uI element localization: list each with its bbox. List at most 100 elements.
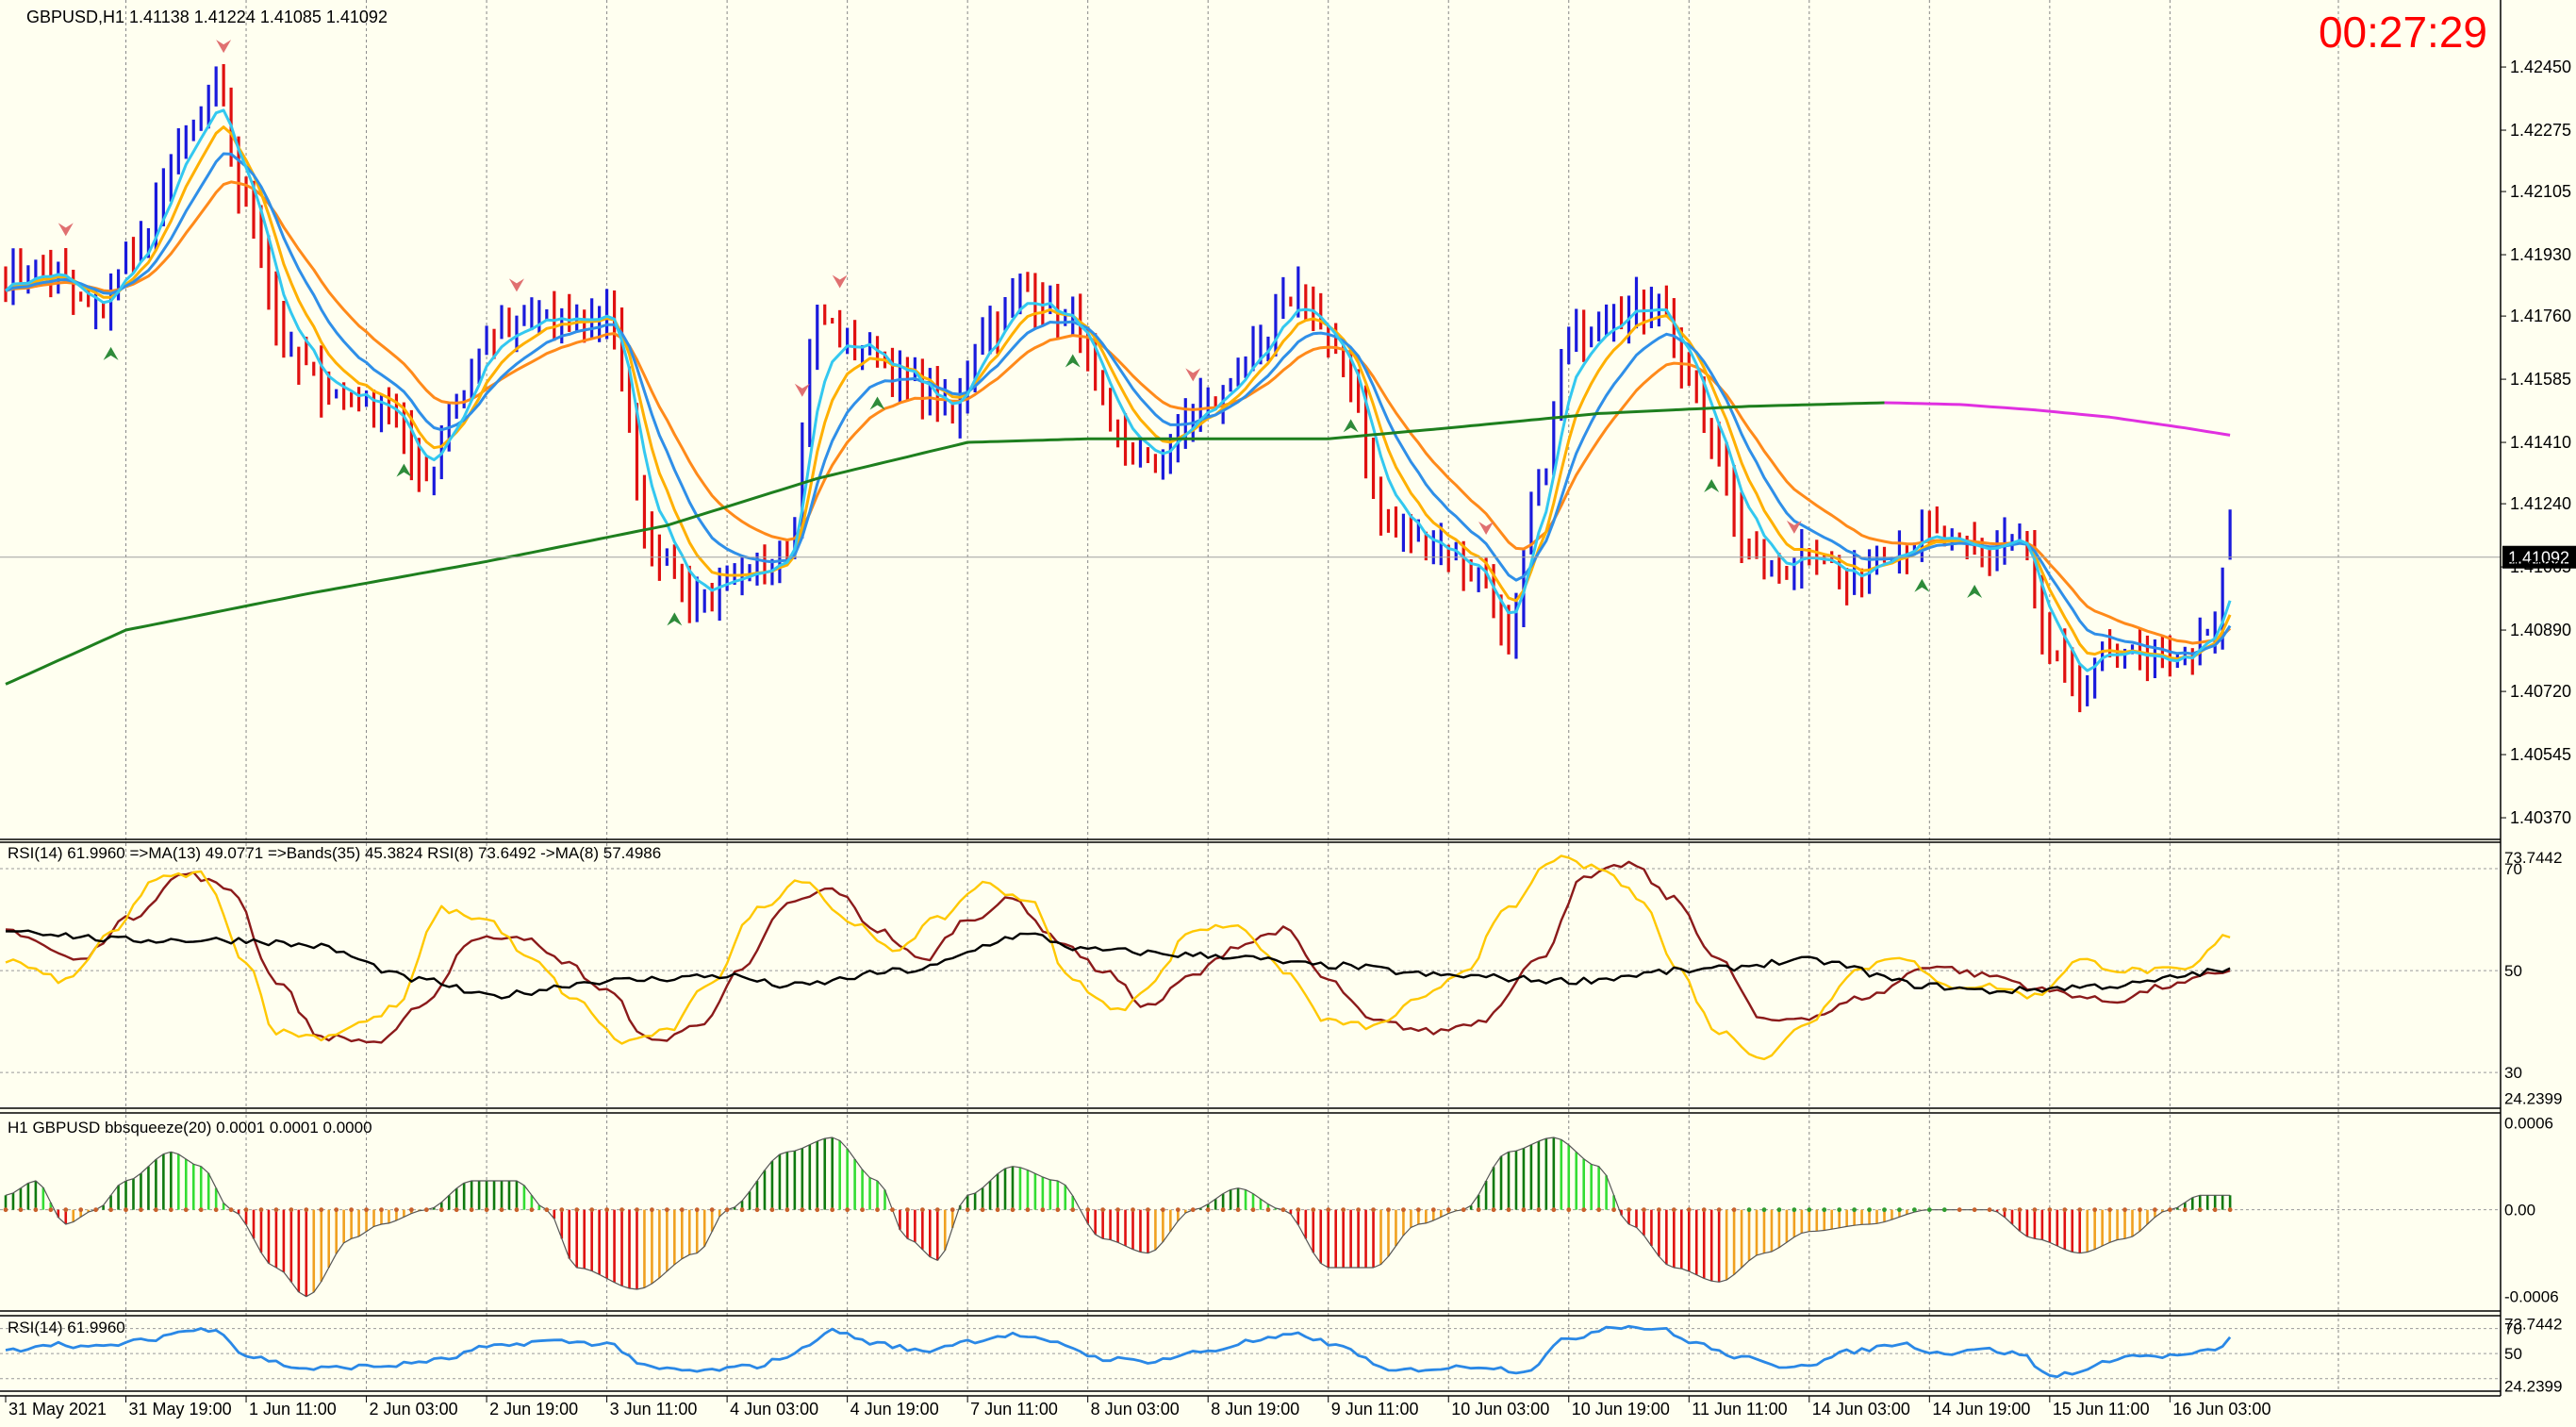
- squeeze-dot: [1220, 1207, 1226, 1213]
- squeeze-dot: [949, 1207, 955, 1213]
- price-tick-label: 1.41065: [2510, 557, 2571, 576]
- squeeze-dot: [154, 1207, 158, 1213]
- squeeze-dot: [1160, 1207, 1165, 1213]
- time-tick-label: 8 Jun 03:00: [1091, 1400, 1180, 1419]
- rsi-tick-label: 30: [2504, 1064, 2522, 1082]
- squeeze-dot: [78, 1207, 84, 1213]
- squeeze-dot: [1445, 1207, 1451, 1213]
- time-tick-label: 7 Jun 11:00: [970, 1400, 1058, 1419]
- time-tick-label: 3 Jun 11:00: [610, 1400, 698, 1419]
- squeeze-dot: [1671, 1207, 1676, 1213]
- grid: [0, 0, 2501, 1391]
- rsi-small-tick-label: 73.7442: [2504, 1316, 2562, 1334]
- squeeze-dot: [1476, 1207, 1481, 1213]
- price-tick-label: 1.40545: [2510, 745, 2571, 764]
- squeeze-dot: [1776, 1207, 1782, 1213]
- time-tick-label: 4 Jun 19:00: [850, 1400, 939, 1419]
- squeeze-dot: [980, 1207, 985, 1213]
- rsi-small-panel[interactable]: [5, 1324, 2232, 1379]
- rsi-panel-title: RSI(14) 61.9960 =>MA(13) 49.0771 =>Bands…: [8, 844, 661, 862]
- buy-arrow-icon[interactable]: [667, 612, 683, 626]
- squeeze-dot: [1491, 1207, 1496, 1213]
- bar-timer: 00:27:29: [2319, 8, 2487, 57]
- price-tick-label: 1.42275: [2510, 121, 2571, 140]
- buy-arrow-icon[interactable]: [869, 396, 885, 410]
- squeeze-dot: [679, 1207, 685, 1213]
- squeeze-dot: [454, 1207, 459, 1213]
- buy-arrow-icon[interactable]: [103, 346, 119, 360]
- squeeze-dot: [1025, 1207, 1031, 1213]
- squeeze-dot: [1911, 1207, 1917, 1213]
- sell-arrow-icon[interactable]: [216, 40, 232, 54]
- squeeze-dot: [63, 1207, 69, 1213]
- sell-arrow-icon[interactable]: [58, 223, 74, 237]
- rsi-tick-label: 73.7442: [2504, 849, 2562, 867]
- squeeze-dot: [1010, 1207, 1016, 1213]
- price-panel[interactable]: 1.41092: [0, 40, 2576, 713]
- squeeze-histogram[interactable]: [4, 1137, 2232, 1297]
- time-tick-label: 8 Jun 19:00: [1211, 1400, 1299, 1419]
- squeeze-dot: [604, 1207, 609, 1213]
- squeeze-dot: [469, 1207, 474, 1213]
- current-price-label: 1.41092: [2508, 549, 2569, 568]
- bbsqueeze-panel[interactable]: [3, 1137, 2233, 1298]
- squeeze-dot: [1356, 1207, 1361, 1213]
- price-tick-label: 1.41760: [2510, 307, 2571, 325]
- squeeze-dot: [965, 1207, 970, 1213]
- squeeze-dot: [2197, 1207, 2203, 1213]
- squeeze-dot: [364, 1207, 369, 1213]
- squeeze-dot: [1761, 1207, 1767, 1213]
- bbsqueeze-panel-title: H1 GBPUSD bbsqueeze(20) 0.0001 0.0001 0.…: [8, 1119, 372, 1137]
- squeeze-dot: [1551, 1207, 1557, 1213]
- time-tick-label: 9 Jun 11:00: [1331, 1400, 1419, 1419]
- buy-arrow-icon[interactable]: [1704, 479, 1720, 493]
- squeeze-dot: [1627, 1207, 1631, 1213]
- squeeze-dot: [108, 1207, 113, 1213]
- price-tick-label: 1.40720: [2510, 682, 2571, 701]
- squeeze-dot: [919, 1207, 925, 1213]
- sell-arrow-icon[interactable]: [1786, 520, 1802, 534]
- squeeze-dot: [18, 1207, 24, 1213]
- squeeze-dot: [168, 1207, 173, 1213]
- buy-arrow-icon[interactable]: [396, 463, 412, 477]
- squeeze-dot: [574, 1207, 580, 1213]
- sell-arrow-icon[interactable]: [1478, 522, 1494, 536]
- time-tick-label: 4 Jun 03:00: [730, 1400, 818, 1419]
- price-tick-label: 1.41930: [2510, 245, 2571, 264]
- squeeze-dot: [1190, 1207, 1196, 1213]
- squeeze-dot: [93, 1207, 99, 1213]
- squeeze-dot: [815, 1207, 820, 1213]
- squeeze-dot: [124, 1207, 128, 1213]
- buy-arrow-icon[interactable]: [1914, 578, 1930, 592]
- squeeze-dot: [800, 1207, 805, 1213]
- squeeze-dot: [1146, 1207, 1150, 1213]
- squeeze-dot: [1581, 1207, 1587, 1213]
- squeeze-dot: [1642, 1207, 1646, 1213]
- squeeze-tick-label: 0.0006: [2504, 1115, 2553, 1133]
- price-tick-label: 1.42105: [2510, 182, 2571, 201]
- squeeze-dot: [33, 1207, 39, 1213]
- rsi-panel[interactable]: [5, 855, 2231, 1061]
- time-tick-label: 10 Jun 19:00: [1572, 1400, 1670, 1419]
- time-tick-label: 15 Jun 11:00: [2053, 1400, 2150, 1419]
- sell-arrow-icon[interactable]: [794, 383, 810, 397]
- squeeze-dot: [139, 1207, 143, 1213]
- rsi-small-tick-label: 24.2399: [2504, 1377, 2562, 1395]
- squeeze-dot: [860, 1207, 865, 1213]
- buy-arrow-icon[interactable]: [1967, 585, 1983, 599]
- squeeze-dot: [1131, 1207, 1135, 1213]
- buy-arrow-icon[interactable]: [1343, 419, 1359, 433]
- squeeze-dot: [1972, 1207, 1977, 1213]
- buy-arrow-icon[interactable]: [1065, 354, 1081, 368]
- squeeze-dot: [1957, 1207, 1962, 1213]
- rsi-small-line: [5, 1324, 2232, 1379]
- squeeze-dot: [2182, 1207, 2188, 1213]
- squeeze-dot: [724, 1207, 730, 1213]
- sell-arrow-icon[interactable]: [1185, 368, 1201, 382]
- sell-arrow-icon[interactable]: [832, 274, 848, 289]
- squeeze-dot: [438, 1207, 444, 1213]
- sell-arrow-icon[interactable]: [508, 278, 524, 292]
- squeeze-dot: [694, 1207, 700, 1213]
- current-price-badge: [2502, 545, 2576, 569]
